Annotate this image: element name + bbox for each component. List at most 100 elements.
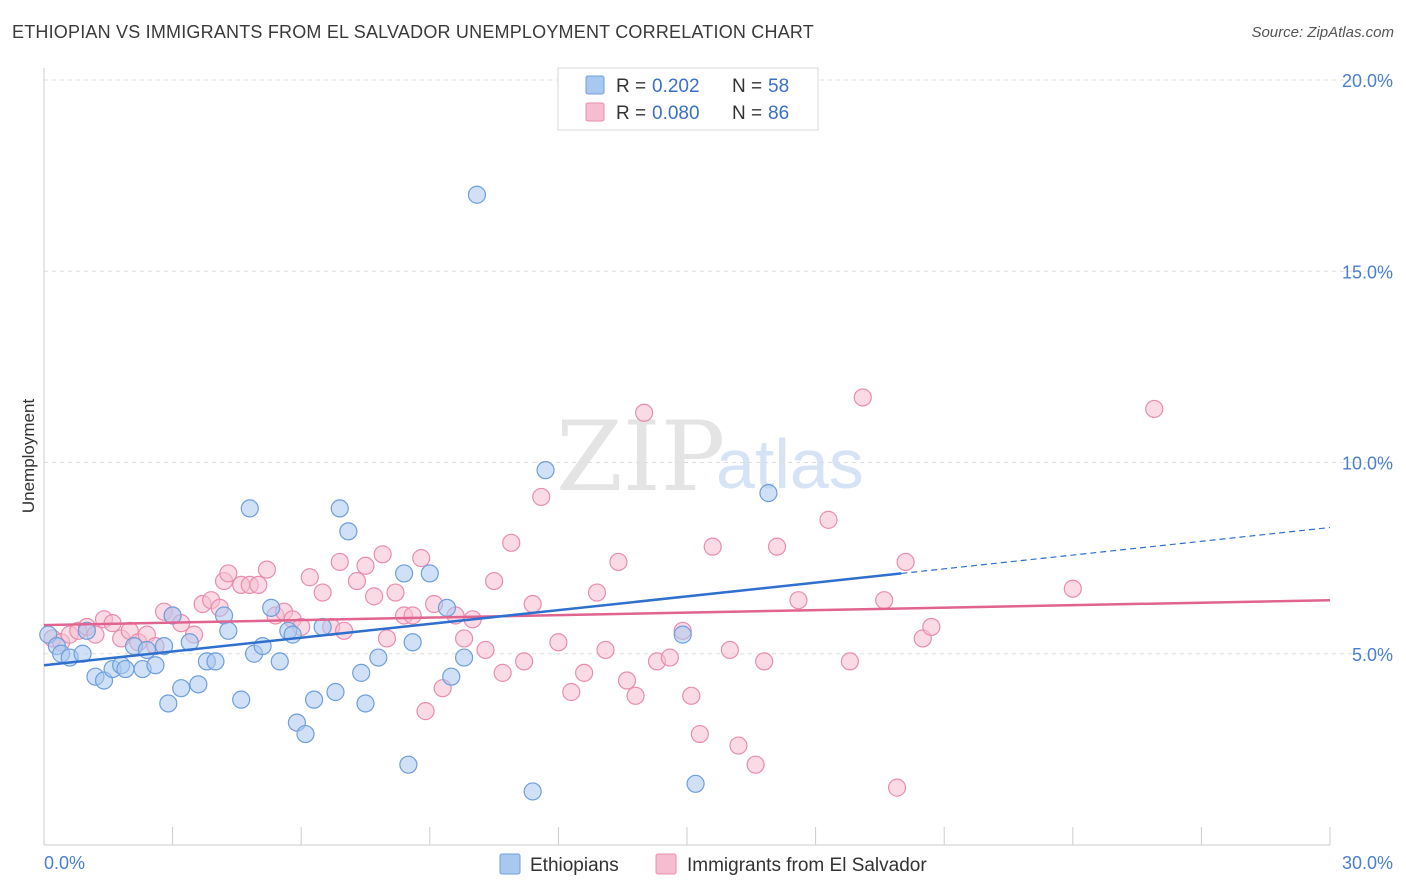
y-axis-label: Unemployment (19, 399, 38, 514)
data-point-el-salvador (660, 648, 679, 667)
legend-n-label-el-salvador: N = (732, 103, 762, 124)
trend-lines (43, 526, 1331, 667)
data-point-ethiopians (283, 625, 302, 644)
data-point-el-salvador (789, 591, 808, 610)
data-point-ethiopians (673, 625, 692, 644)
data-point-el-salvador (626, 686, 645, 705)
data-point-el-salvador (485, 571, 504, 591)
data-point-ethiopians (154, 636, 174, 656)
x-tick-label: 0.0% (44, 853, 85, 873)
data-point-ethiopians (189, 675, 208, 694)
data-point-el-salvador (596, 640, 615, 660)
data-point-el-salvador (1145, 399, 1164, 419)
data-point-ethiopians (403, 633, 422, 652)
legend-swatch-el-salvador (585, 102, 605, 122)
data-point-el-salvador (840, 652, 859, 671)
data-point-el-salvador (703, 537, 722, 556)
data-point-el-salvador (515, 652, 534, 671)
x-tick-labels: 0.0% 30.0% (44, 853, 1393, 873)
data-point-el-salvador (549, 633, 568, 652)
data-point-ethiopians (399, 755, 418, 774)
legend-r-label-el-salvador: R = (616, 103, 646, 124)
data-point-el-salvador (682, 686, 701, 705)
data-point-ethiopians (146, 656, 165, 675)
y-tick-label: 15.0% (1342, 262, 1393, 282)
data-point-ethiopians (759, 484, 778, 503)
y-tick-labels: 5.0% 10.0% 15.0% 20.0% (1342, 71, 1393, 665)
data-point-el-salvador (330, 552, 349, 572)
bottom-legend-swatch-ethiopians (499, 853, 521, 875)
x-tick-label: 30.0% (1342, 853, 1393, 873)
data-point-el-salvador (454, 629, 474, 648)
data-point-el-salvador (887, 778, 907, 797)
data-point-el-salvador (532, 487, 551, 507)
data-point-ethiopians (270, 652, 289, 671)
data-point-el-salvador (853, 388, 872, 407)
data-point-ethiopians (369, 648, 388, 667)
data-point-ethiopians (394, 564, 414, 583)
data-point-ethiopians (219, 621, 238, 640)
data-point-el-salvador (587, 583, 607, 602)
legend-r-value-el-salvador: 0.080 (652, 103, 700, 124)
data-point-el-salvador (249, 575, 268, 595)
data-point-ethiopians (206, 652, 225, 671)
data-point-ethiopians (420, 564, 439, 583)
data-point-ethiopians (352, 663, 371, 682)
data-point-el-salvador (356, 556, 375, 575)
watermark: ZIP atlas (556, 401, 864, 513)
data-point-el-salvador (334, 621, 354, 640)
data-point-ethiopians (163, 606, 182, 625)
data-point-el-salvador (386, 583, 405, 602)
bottom-legend-label-ethiopians: Ethiopians (530, 855, 619, 876)
chart-title: ETHIOPIAN VS IMMIGRANTS FROM EL SALVADOR… (12, 22, 814, 42)
series-el-salvador-points (43, 388, 1164, 797)
data-point-el-salvador (819, 510, 838, 529)
data-point-el-salvador (219, 564, 238, 583)
y-tick-label: 20.0% (1342, 71, 1393, 91)
data-point-ethiopians (454, 648, 474, 667)
axes (43, 68, 1331, 846)
data-point-ethiopians (536, 461, 555, 480)
data-point-ethiopians (159, 694, 178, 713)
chart-source: Source: ZipAtlas.com (1251, 24, 1394, 41)
grid-lines (44, 79, 1394, 655)
data-point-el-salvador (690, 724, 709, 744)
legend-swatch-ethiopians (585, 75, 605, 95)
data-point-ethiopians (686, 774, 705, 793)
data-point-el-salvador (609, 552, 628, 572)
data-point-el-salvador (416, 702, 435, 721)
legend-r-value-ethiopians: 0.202 (652, 76, 700, 97)
legend-n-value-el-salvador: 86 (768, 103, 789, 124)
y-tick-label: 10.0% (1342, 454, 1393, 474)
data-point-el-salvador (373, 545, 392, 564)
data-point-el-salvador (729, 736, 748, 755)
data-point-el-salvador (720, 640, 739, 660)
data-point-el-salvador (403, 606, 422, 625)
data-point-el-salvador (502, 533, 521, 552)
data-point-el-salvador (875, 591, 894, 610)
bottom-legend-swatch-el-salvador (655, 853, 677, 875)
data-point-ethiopians (172, 679, 191, 698)
trend-line-ethiopians-extension (901, 526, 1331, 575)
data-point-el-salvador (493, 663, 512, 682)
data-point-el-salvador (755, 652, 774, 671)
trend-line-el-salvador (43, 598, 1331, 627)
data-point-el-salvador (364, 587, 384, 606)
data-point-ethiopians (232, 690, 251, 709)
data-point-el-salvador (313, 583, 332, 602)
legend-r-label-ethiopians: R = (616, 76, 646, 97)
data-point-ethiopians (296, 724, 315, 744)
data-point-ethiopians (262, 598, 281, 617)
watermark-atlas: atlas (716, 425, 864, 503)
data-point-el-salvador (746, 755, 765, 774)
legend: R = 0.202 N = 58 R = 0.080 N = 86 (557, 67, 819, 131)
legend-n-value-ethiopians: 58 (768, 76, 789, 97)
data-point-ethiopians (437, 598, 457, 617)
data-point-el-salvador (347, 571, 367, 591)
data-point-ethiopians (467, 185, 487, 204)
bottom-legend: Ethiopians Immigrants from El Salvador (499, 853, 927, 876)
data-point-ethiopians (240, 499, 259, 518)
data-point-el-salvador (562, 682, 581, 702)
legend-n-label-ethiopians: N = (732, 76, 762, 97)
